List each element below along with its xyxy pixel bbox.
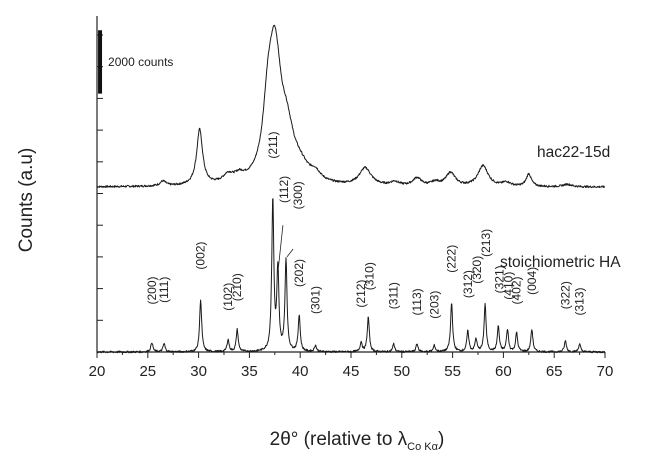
x-tick-label: 55 xyxy=(444,363,461,380)
x-tick-label: 45 xyxy=(343,363,360,380)
x-tick-label: 50 xyxy=(393,363,410,380)
x-tick-label: 20 xyxy=(89,363,106,380)
x-tick-label: 40 xyxy=(292,363,309,380)
x-tick-label: 25 xyxy=(139,363,156,380)
peak-label: (102) xyxy=(221,283,235,311)
series-label-hac22-15d: hac22-15d xyxy=(537,144,610,161)
x-axis-label-main: 2θ° (relative to λ xyxy=(270,429,408,450)
peak-label: (410) xyxy=(502,272,516,300)
peak-label: (300) xyxy=(291,181,305,209)
peak-label-leader xyxy=(277,225,284,269)
x-tick-label: 60 xyxy=(495,363,512,380)
peak-label: (212) xyxy=(354,280,368,308)
peak-label: (202) xyxy=(292,259,306,287)
peak-label: (113) xyxy=(410,288,424,315)
peak-label: (310) xyxy=(362,262,376,290)
x-tick-label: 65 xyxy=(546,363,563,380)
peak-label: (313) xyxy=(573,287,587,315)
peak-label: (213) xyxy=(479,229,493,257)
peak-label: (210) xyxy=(230,273,244,301)
peak-label: (320) xyxy=(470,256,484,284)
peak-label: (002) xyxy=(194,242,208,270)
series-line-stoichiometric-ha xyxy=(96,198,606,354)
x-axis-label: 2θ° (relative to λCo Kα) xyxy=(270,429,445,453)
peak-label: (311) xyxy=(387,282,401,309)
scale-bar-label: 2000 counts xyxy=(108,55,173,69)
peak-label: (301) xyxy=(308,286,322,314)
peak-label: (402) xyxy=(510,276,524,304)
peak-label: (312) xyxy=(461,270,475,298)
peak-label: (004) xyxy=(525,267,539,295)
x-axis-label-subscript: Co Kα xyxy=(407,441,438,453)
series-line-hac22-15d xyxy=(96,24,606,189)
y-axis-label: Counts (a.u) xyxy=(16,148,37,253)
peak-label: (200) xyxy=(145,276,159,304)
x-axis-label-close: ) xyxy=(438,429,444,450)
peak-labels: (200)(111) (002) (102)(210) (211) (112) (300)… xyxy=(145,131,587,318)
x-tick-label: 70 xyxy=(597,363,614,380)
peak-label: (203) xyxy=(427,291,441,319)
peak-label: (321) xyxy=(492,265,506,293)
peak-label: (112) xyxy=(277,176,291,203)
peak-label: (222) xyxy=(445,245,459,273)
peak-label: (322) xyxy=(558,281,572,309)
x-tick-label: 35 xyxy=(241,363,258,380)
series-layer xyxy=(96,24,606,354)
x-tick-label: 30 xyxy=(190,363,207,380)
peak-label: (211) xyxy=(266,131,280,158)
axes: 20 25 30 35 40 45 50 55 60 65 70 xyxy=(89,16,614,380)
peak-label-leader xyxy=(286,248,294,258)
series-label-stoichiometric-ha: stoichiometric HA xyxy=(500,254,621,271)
peak-label: (111) xyxy=(157,277,171,303)
